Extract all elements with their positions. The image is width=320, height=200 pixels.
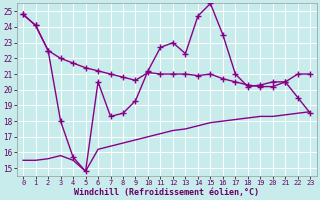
X-axis label: Windchill (Refroidissement éolien,°C): Windchill (Refroidissement éolien,°C)	[74, 188, 259, 197]
